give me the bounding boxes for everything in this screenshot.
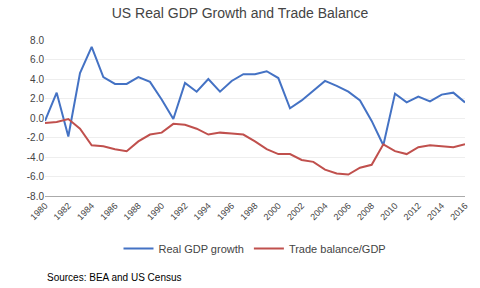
- svg-text:Real GDP growth: Real GDP growth: [159, 243, 244, 255]
- svg-text:2.0: 2.0: [30, 93, 44, 104]
- svg-text:US Real GDP Growth and Trade B: US Real GDP Growth and Trade Balance: [112, 5, 369, 21]
- svg-text:1990: 1990: [145, 201, 166, 222]
- svg-text:1988: 1988: [122, 201, 143, 222]
- svg-text:1984: 1984: [75, 201, 96, 222]
- svg-text:2014: 2014: [425, 201, 446, 222]
- svg-text:1980: 1980: [28, 201, 49, 222]
- svg-text:2012: 2012: [402, 201, 423, 222]
- svg-text:2004: 2004: [308, 201, 329, 222]
- svg-text:6.0: 6.0: [30, 54, 44, 65]
- svg-text:2002: 2002: [285, 201, 306, 222]
- svg-text:2016: 2016: [448, 201, 469, 222]
- svg-text:1994: 1994: [192, 201, 213, 222]
- svg-text:-4.0: -4.0: [27, 152, 45, 163]
- svg-text:8.0: 8.0: [30, 35, 44, 46]
- svg-text:Trade balance/GDP: Trade balance/GDP: [289, 243, 386, 255]
- svg-text:1996: 1996: [215, 201, 236, 222]
- svg-text:1986: 1986: [98, 201, 119, 222]
- svg-text:2008: 2008: [355, 201, 376, 222]
- svg-text:2006: 2006: [332, 201, 353, 222]
- svg-text:Sources: BEA and US Census: Sources: BEA and US Census: [47, 272, 182, 283]
- svg-text:1992: 1992: [168, 201, 189, 222]
- svg-text:1998: 1998: [238, 201, 259, 222]
- svg-text:2010: 2010: [378, 201, 399, 222]
- svg-text:-8.0: -8.0: [27, 191, 45, 202]
- svg-text:0.0: 0.0: [30, 113, 44, 124]
- svg-text:-6.0: -6.0: [27, 171, 45, 182]
- svg-text:-2.0: -2.0: [27, 132, 45, 143]
- svg-text:1982: 1982: [52, 201, 73, 222]
- svg-text:2000: 2000: [262, 201, 283, 222]
- svg-text:4.0: 4.0: [30, 74, 44, 85]
